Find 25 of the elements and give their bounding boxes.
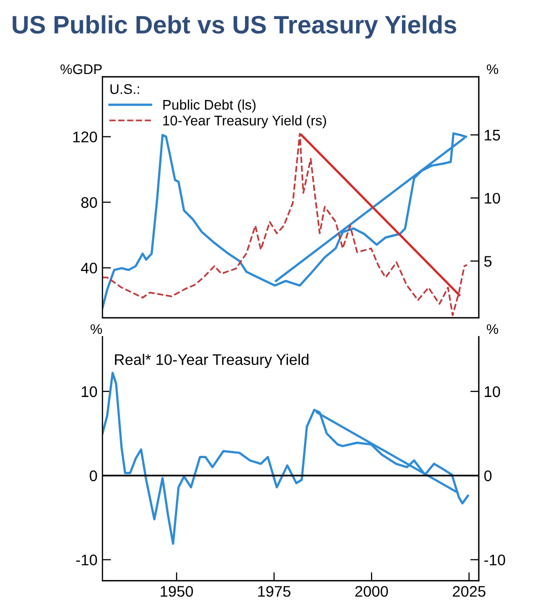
chart-title: US Public Debt vs US Treasury Yields — [12, 15, 456, 39]
y-tick-label: -10 — [76, 554, 98, 566]
x-tick-label: 2000 — [355, 586, 388, 597]
y2-tick-label: -10 — [484, 554, 506, 566]
legend-label: 10-Year Treasury Yield (rs) — [163, 115, 326, 128]
y2-tick-label: 10 — [484, 386, 500, 398]
y2-axis-title: % — [486, 64, 498, 74]
y2-tick-label: 15 — [484, 130, 500, 141]
y-tick-label: 40 — [80, 262, 98, 274]
x-tick-label: 1950 — [160, 586, 193, 597]
y2-tick-label: 10 — [484, 192, 500, 204]
x-tick-label: 2025 — [452, 586, 486, 597]
y-tick-label: 120 — [73, 132, 98, 142]
legend-label: Public Debt (ls) — [163, 100, 256, 112]
y-tick-label: 0 — [90, 470, 98, 482]
y2-tick-label: 0 — [484, 470, 492, 482]
text: Real* 10-Year Treasury Yield — [115, 354, 308, 368]
x-tick-label: 1975 — [258, 586, 290, 597]
legend-title: U.S.: — [110, 84, 140, 94]
y2-axis-title: % — [486, 324, 498, 334]
y-axis-title: % — [90, 324, 102, 334]
y-tick-label: 10 — [82, 386, 98, 398]
y-tick-label: 80 — [81, 197, 98, 208]
y-axis-title: %GDP — [60, 64, 102, 74]
y2-tick-label: 5 — [484, 256, 492, 267]
